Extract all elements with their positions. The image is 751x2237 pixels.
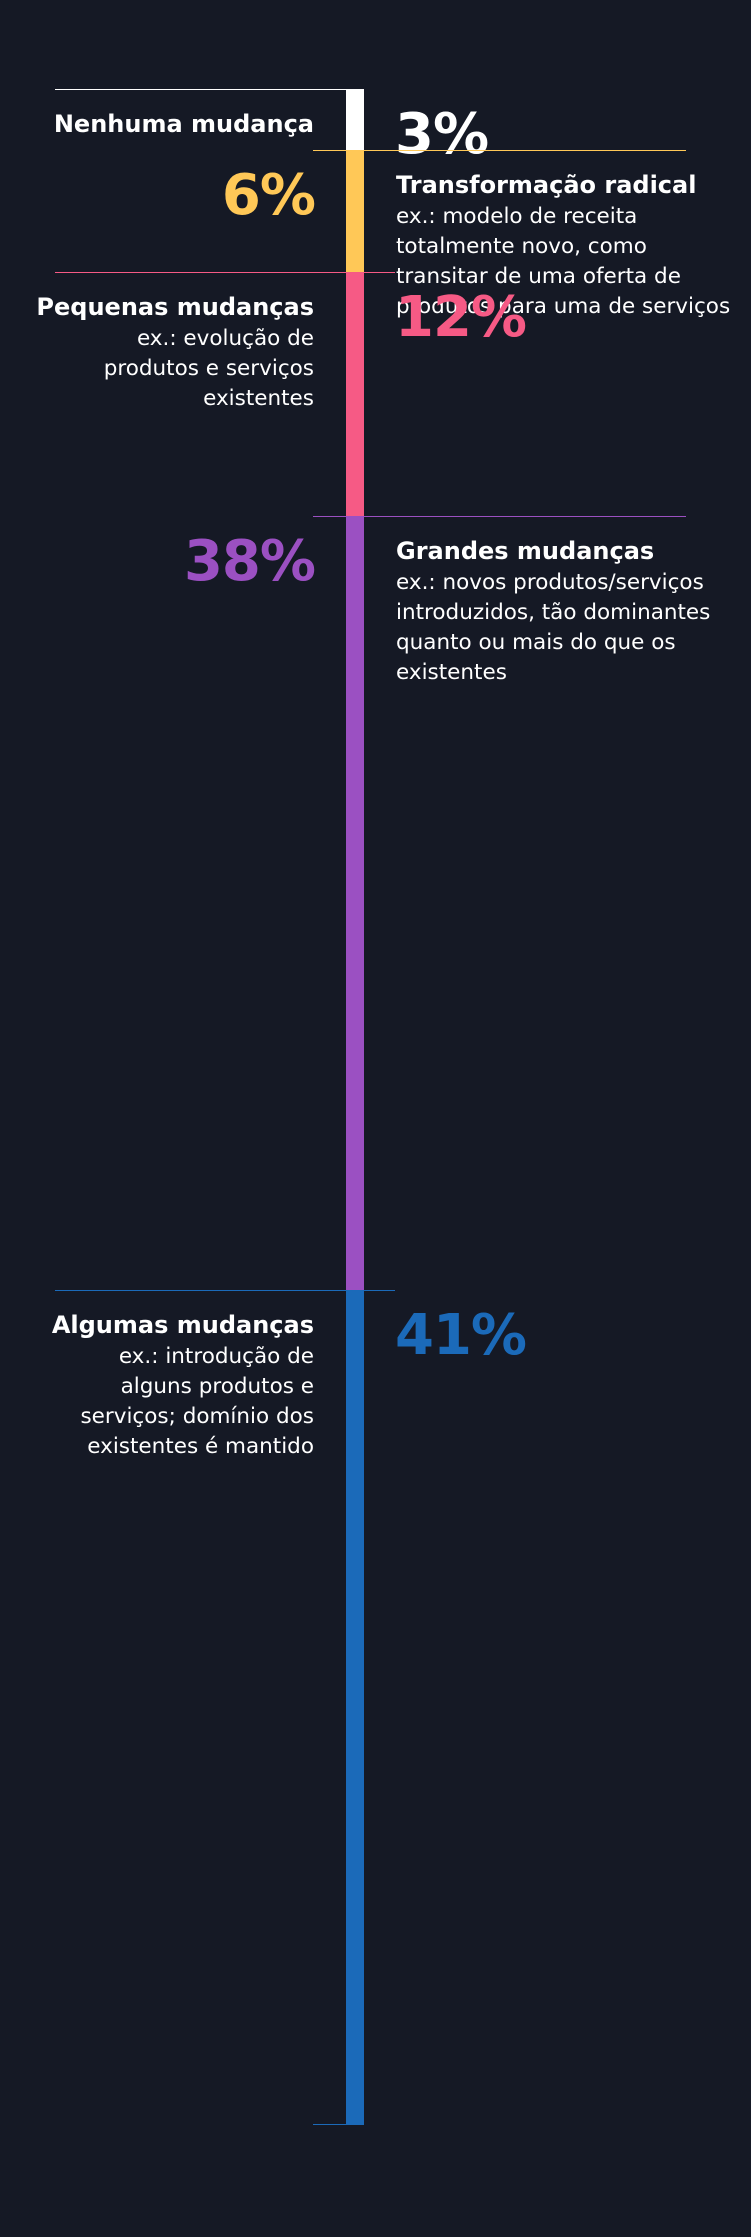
category-label-algumas-mudancas: Algumas mudanças ex.: introdução de algun… bbox=[14, 1308, 314, 1462]
category-label-transformacao-radical: Transformação radical ex.: modelo de rece… bbox=[396, 168, 741, 322]
value-label-grandes-mudancas: 38% bbox=[183, 529, 316, 595]
bar-segment-pequenas-mudancas bbox=[346, 272, 364, 517]
value-label-pequenas-mudancas: 12% bbox=[395, 285, 527, 351]
bar-segment-transformacao-radical bbox=[346, 150, 364, 273]
category-description-algumas-mudancas: ex.: introdução de alguns produtos e ser… bbox=[80, 1343, 314, 1459]
value-label-nenhuma-mudanca: 3% bbox=[395, 102, 489, 167]
category-name-nenhuma-mudanca: Nenhuma mudança bbox=[53, 110, 314, 138]
category-description-pequenas-mudancas: ex.: evolução de produtos e serviços exi… bbox=[103, 326, 314, 412]
value-label-transformacao-radical: 6% bbox=[221, 163, 316, 229]
category-name-transformacao-radical: Transformação radical bbox=[396, 171, 697, 200]
category-description-grandes-mudancas: ex.: novos produtos/serviços introduzido… bbox=[396, 570, 711, 686]
segment-divider-nenhuma-mudanca bbox=[55, 89, 364, 90]
category-name-algumas-mudancas: Algumas mudanças bbox=[51, 1310, 314, 1339]
segment-divider-pequenas-mudancas bbox=[55, 272, 395, 274]
segment-divider-transformacao-radical bbox=[313, 150, 686, 152]
category-label-grandes-mudancas: Grandes mudanças ex.: novos produtos/serv… bbox=[396, 534, 741, 688]
segment-divider-grandes-mudancas bbox=[313, 516, 686, 518]
bar-segment-algumas-mudancas bbox=[346, 1289, 364, 2124]
category-name-pequenas-mudancas: Pequenas mudanças bbox=[36, 293, 314, 322]
bar-segment-nenhuma-mudanca bbox=[346, 89, 364, 151]
category-name-grandes-mudancas: Grandes mudanças bbox=[396, 537, 655, 566]
value-label-algumas-mudancas: 41% bbox=[395, 1302, 527, 1368]
category-description-transformacao-radical: ex.: modelo de receita totalmente novo, … bbox=[396, 204, 731, 320]
segment-divider-algumas-mudancas bbox=[55, 1289, 395, 1291]
category-label-pequenas-mudancas: Pequenas mudanças ex.: evolução de produt… bbox=[14, 290, 314, 414]
bar-segment-grandes-mudancas bbox=[346, 516, 364, 1290]
bar-bottom-rule bbox=[313, 2124, 364, 2125]
category-label-nenhuma-mudanca: Nenhuma mudança bbox=[14, 107, 314, 141]
